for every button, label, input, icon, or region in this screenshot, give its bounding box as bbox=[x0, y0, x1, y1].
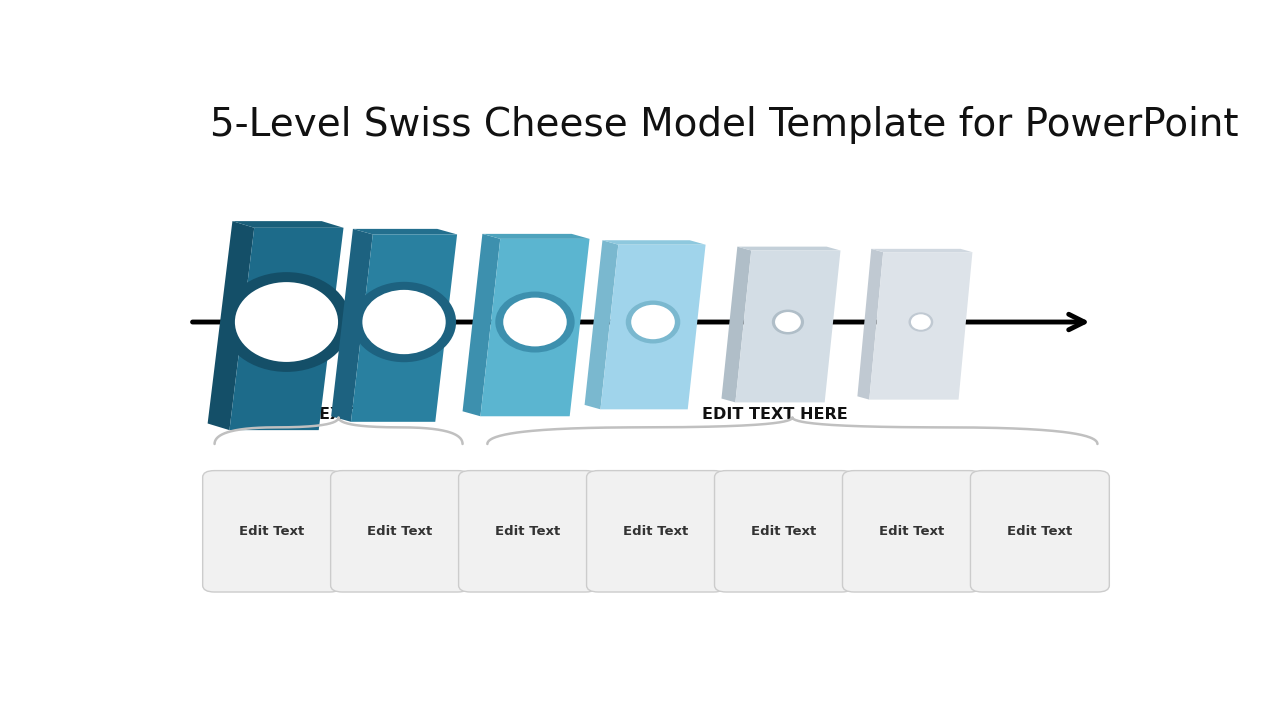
Text: Edit Text: Edit Text bbox=[1007, 525, 1073, 538]
FancyBboxPatch shape bbox=[842, 471, 982, 592]
Polygon shape bbox=[483, 234, 590, 239]
Ellipse shape bbox=[352, 282, 456, 362]
Ellipse shape bbox=[495, 292, 575, 353]
Text: Edit Text: Edit Text bbox=[495, 525, 561, 538]
Polygon shape bbox=[858, 249, 883, 400]
Ellipse shape bbox=[909, 312, 933, 332]
Polygon shape bbox=[353, 229, 457, 235]
FancyBboxPatch shape bbox=[970, 471, 1110, 592]
FancyBboxPatch shape bbox=[714, 471, 854, 592]
Text: EDIT TEXT HERE: EDIT TEXT HERE bbox=[703, 407, 847, 422]
Ellipse shape bbox=[631, 305, 675, 339]
Polygon shape bbox=[722, 247, 751, 402]
Polygon shape bbox=[480, 239, 590, 416]
Text: EDIT TEXT HERE: EDIT TEXT HERE bbox=[261, 407, 407, 422]
Polygon shape bbox=[233, 221, 343, 228]
Text: Edit Text: Edit Text bbox=[623, 525, 689, 538]
Text: Edit Text: Edit Text bbox=[239, 525, 305, 538]
Polygon shape bbox=[462, 234, 500, 416]
Ellipse shape bbox=[362, 290, 445, 354]
Polygon shape bbox=[600, 245, 705, 410]
Text: Edit Text: Edit Text bbox=[751, 525, 817, 538]
FancyBboxPatch shape bbox=[330, 471, 470, 592]
Ellipse shape bbox=[503, 297, 567, 346]
Ellipse shape bbox=[221, 272, 351, 372]
Ellipse shape bbox=[626, 300, 680, 343]
Polygon shape bbox=[737, 247, 841, 251]
Polygon shape bbox=[585, 240, 618, 410]
Polygon shape bbox=[603, 240, 705, 245]
Ellipse shape bbox=[911, 314, 931, 330]
Text: Edit Text: Edit Text bbox=[367, 525, 433, 538]
FancyBboxPatch shape bbox=[202, 471, 342, 592]
Polygon shape bbox=[229, 228, 343, 430]
Ellipse shape bbox=[776, 312, 801, 332]
Ellipse shape bbox=[772, 310, 804, 335]
Polygon shape bbox=[351, 235, 457, 422]
FancyBboxPatch shape bbox=[586, 471, 726, 592]
Text: Edit Text: Edit Text bbox=[879, 525, 945, 538]
Polygon shape bbox=[207, 221, 255, 430]
Polygon shape bbox=[872, 249, 973, 252]
Ellipse shape bbox=[236, 282, 338, 362]
Polygon shape bbox=[332, 229, 372, 422]
FancyBboxPatch shape bbox=[458, 471, 598, 592]
Polygon shape bbox=[869, 252, 973, 400]
Polygon shape bbox=[735, 251, 841, 402]
Text: 5-Level Swiss Cheese Model Template for PowerPoint: 5-Level Swiss Cheese Model Template for … bbox=[210, 106, 1238, 144]
